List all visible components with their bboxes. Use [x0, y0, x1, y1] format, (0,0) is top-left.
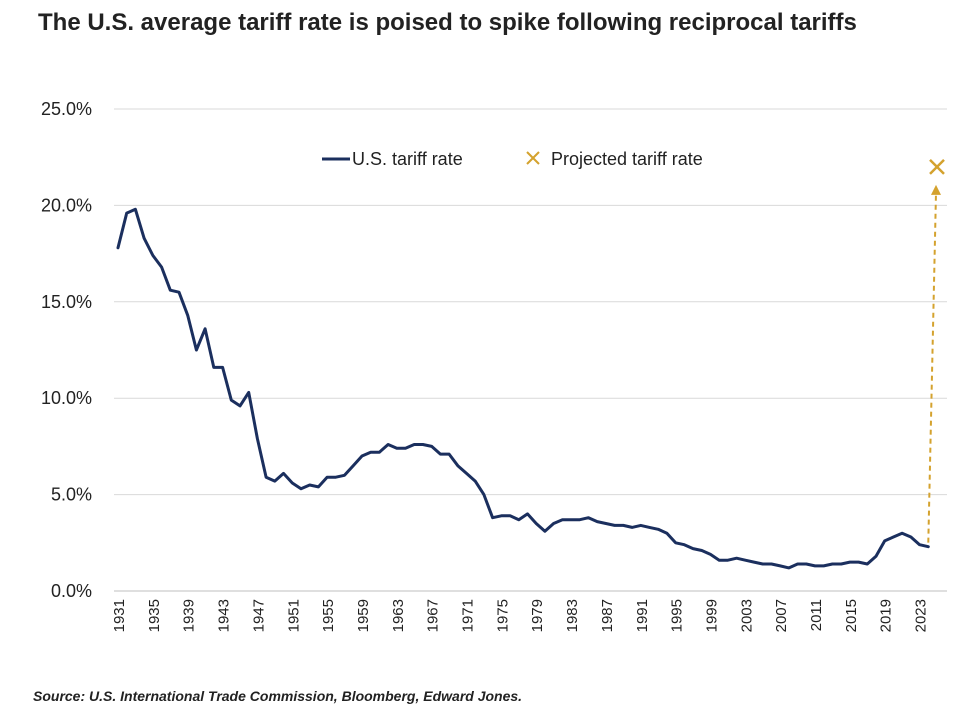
source-note: Source: U.S. International Trade Commiss… [33, 688, 523, 704]
x-tick-label: 2011 [808, 599, 825, 631]
x-tick-label: 1999 [703, 599, 720, 632]
projected-point-marker [929, 158, 945, 175]
x-axis-tick-labels: 1931 1935 1939 1943 1947 1951 1955 1959 1963 1967… [111, 599, 930, 632]
chart-title: The U.S. average tariff rate is poised t… [38, 9, 857, 36]
x-tick-label: 1955 [320, 599, 337, 632]
x-tick-label: 1975 [494, 599, 511, 632]
x-tick-label: 1943 [216, 599, 233, 632]
x-tick-label: 1947 [250, 599, 267, 632]
y-tick-label: 15.0% [41, 292, 92, 312]
y-tick-label: 5.0% [51, 485, 92, 505]
x-tick-label: 2015 [843, 599, 860, 632]
x-tick-label: 1951 [285, 599, 302, 632]
legend-swatch-projected [526, 151, 540, 165]
x-tick-label: 1987 [599, 599, 616, 632]
x-tick-label: 1971 [460, 599, 477, 632]
x-tick-label: 1991 [634, 599, 651, 632]
marker-stroke [929, 158, 945, 175]
legend-label-projected-tariff-rate: Projected tariff rate [551, 149, 703, 169]
x-tick-label: 1963 [390, 599, 407, 632]
x-tick-label: 2023 [913, 599, 930, 632]
series-line-us-tariff-rate [116, 207, 930, 570]
series-layer [116, 158, 945, 570]
projection-arrow-line [927, 192, 937, 543]
projection-arrow-head [931, 184, 941, 195]
x-tick-label: 1979 [529, 599, 546, 632]
x-tick-label: 2007 [773, 599, 790, 632]
y-axis-tick-labels: 0.0% 5.0% 10.0% 15.0% 20.0% 25.0% [41, 99, 92, 601]
x-tick-label: 1959 [355, 599, 372, 632]
x-tick-label: 1967 [425, 599, 442, 632]
y-tick-label: 0.0% [51, 581, 92, 601]
y-tick-label: 20.0% [41, 195, 92, 215]
x-tick-label: 1983 [564, 599, 581, 632]
legend: U.S. tariff rate Projected tariff rate [322, 149, 703, 169]
y-tick-label: 10.0% [41, 388, 92, 408]
gridlines [114, 108, 947, 592]
x-tick-label: 1935 [146, 599, 163, 632]
x-tick-label: 1995 [669, 599, 686, 632]
x-tick-label: 1931 [111, 599, 128, 632]
x-tick-label: 1939 [181, 599, 198, 632]
y-tick-label: 25.0% [41, 99, 92, 119]
legend-label-us-tariff-rate: U.S. tariff rate [352, 149, 463, 169]
x-tick-label: 2003 [738, 599, 755, 632]
x-tick-label: 2019 [878, 599, 895, 632]
